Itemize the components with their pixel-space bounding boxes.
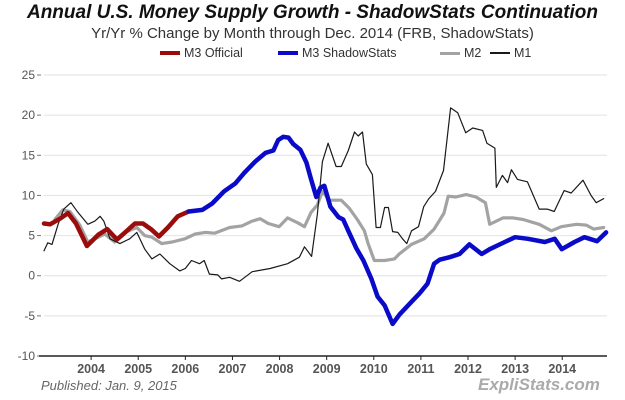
legend-swatch (160, 51, 180, 55)
legend-swatch (440, 51, 460, 55)
brand-watermark: ExpliStats.com (478, 375, 600, 394)
legend-item-m1: M1 (490, 46, 531, 60)
y-tick-label: 0 (28, 269, 35, 283)
legend-swatch (278, 51, 298, 55)
y-tick-label: 15 (22, 148, 36, 162)
x-tick-label: 2005 (124, 362, 152, 376)
published-date: Published: Jan. 9, 2015 (41, 378, 177, 393)
x-tick-label: 2009 (313, 362, 341, 376)
series-line-m3-shadowstats (186, 134, 609, 327)
x-tick-label: 2010 (360, 362, 388, 376)
x-axis: 2004 2005 2006 2007 2008 2009 2010 2011 2012 2013… (39, 355, 607, 376)
legend-label: M2 (464, 46, 482, 60)
y-tick-label: 20 (22, 108, 36, 122)
legend-swatch (490, 52, 510, 54)
y-tick-label: 25 (22, 68, 36, 82)
series-lines (41, 107, 609, 327)
y-axis: 25 20 15 10 5 0 -5 -10 (18, 68, 41, 363)
legend-item-m3-official: M3 Official (160, 46, 243, 60)
x-tick-label: 2014 (548, 362, 576, 376)
chart-title: Annual U.S. Money Supply Growth - Shadow… (26, 2, 599, 23)
legend-label: M3 Official (184, 46, 243, 60)
x-tick-label: 2006 (171, 362, 199, 376)
x-tick-label: 2012 (454, 362, 482, 376)
x-tick-label: 2007 (219, 362, 247, 376)
chart-subtitle: Yr/Yr % Change by Month through Dec. 201… (91, 25, 534, 42)
legend-label: M1 (514, 46, 532, 60)
series-line-m3-official (41, 209, 191, 249)
legend-item-m2: M2 (440, 46, 481, 60)
y-tick-label: -5 (24, 309, 35, 323)
x-tick-label: 2004 (77, 362, 105, 376)
x-tick-label: 2011 (407, 362, 434, 376)
x-tick-label: 2013 (501, 362, 529, 376)
series-line-m1 (43, 107, 605, 282)
y-tick-label: 10 (22, 188, 36, 202)
y-tick-label: 5 (28, 229, 35, 243)
x-tick-label: 2008 (266, 362, 294, 376)
legend-label: M3 ShadowStats (302, 46, 397, 60)
y-tick-label: -10 (18, 349, 36, 363)
legend-item-m3-shadowstats: M3 ShadowStats (278, 46, 397, 60)
